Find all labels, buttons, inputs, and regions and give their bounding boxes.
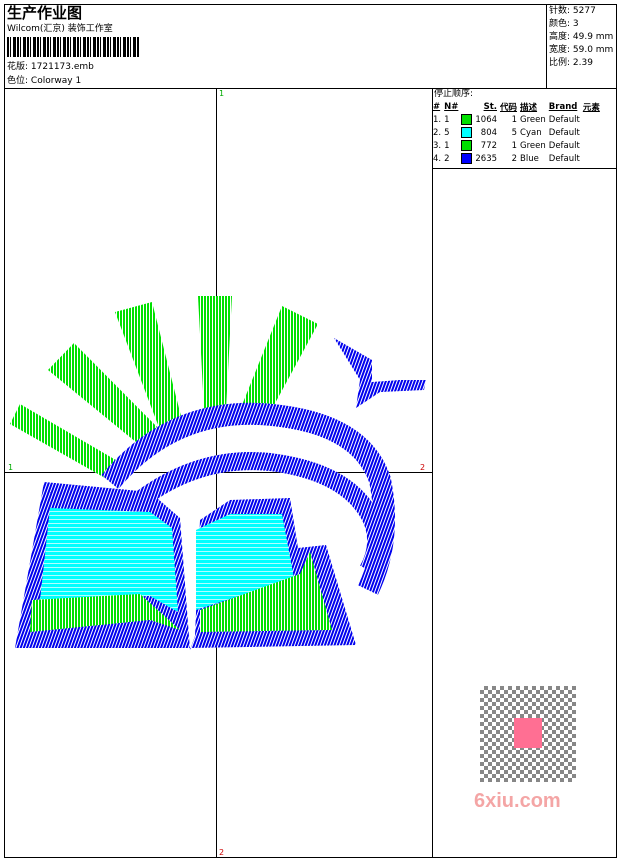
cell-seq: 3.: [433, 140, 442, 151]
left-page: [40, 508, 178, 612]
cell-code: 2: [511, 153, 518, 164]
cell-code: 5: [511, 127, 518, 138]
cell-swatch: [461, 152, 475, 165]
cell-swatch: [461, 126, 475, 139]
cell-stitches: 804: [480, 127, 498, 138]
cell-needle: 2: [444, 153, 450, 164]
color-count: 颜色: 3: [549, 19, 579, 29]
axis-label-bottom: 2: [219, 848, 225, 857]
col-desc: 描述: [520, 102, 538, 113]
col-element: 元素: [582, 102, 600, 113]
cell-brand: Default: [548, 153, 580, 164]
watermark-text: 6xiu.com: [474, 790, 561, 812]
divider: [546, 4, 547, 88]
col-seq: #: [433, 101, 441, 112]
divider: [432, 168, 617, 169]
ray: [240, 306, 318, 420]
col-brand: Brand: [548, 101, 578, 112]
ray: [10, 404, 126, 482]
ray: [48, 343, 168, 452]
cell-brand: Default: [548, 140, 580, 151]
cell-desc: Green: [520, 114, 546, 125]
cell-seq: 4.: [433, 153, 442, 164]
colorway: 色位: Colorway 1: [7, 75, 81, 87]
design-file-value: 1721173.emb: [30, 62, 94, 72]
ray: [115, 302, 182, 430]
cell-seq: 2.: [433, 127, 442, 138]
col-stitches: St.: [483, 101, 498, 112]
color-swatch: [461, 140, 473, 151]
axis-label-right: 2: [420, 463, 426, 472]
cell-brand: Default: [548, 114, 580, 125]
table-row: 3. 1 772 1 Green Default: [433, 139, 603, 152]
color-swatch: [461, 153, 473, 164]
cell-needle: 5: [444, 127, 450, 138]
design-label: 花版:: [7, 62, 29, 72]
cell-desc: Blue: [520, 153, 539, 164]
design-height: 高度: 49.9 mm: [549, 32, 614, 42]
inner-arc: [134, 452, 386, 575]
cell-desc: Cyan: [520, 127, 542, 138]
table-row: 2. 5 804 5 Cyan Default: [433, 126, 603, 139]
sun-rays: [10, 296, 318, 482]
cell-stitches: 772: [480, 140, 498, 151]
table-header: # N# St. 代码 描述 Brand 元素: [433, 100, 603, 113]
ray: [198, 296, 232, 410]
watermark-seal: [514, 718, 542, 748]
arcs: [101, 402, 395, 595]
col-needle: N#: [444, 101, 459, 112]
left-band: [30, 594, 180, 632]
cell-needle: 1: [444, 140, 450, 151]
cell-brand: Default: [548, 127, 580, 138]
color-swatch: [461, 114, 473, 125]
divider: [432, 88, 433, 858]
design-scale: 比例: 2.39: [549, 58, 593, 68]
table-row: 1. 1 1064 1 Green Default: [433, 113, 603, 126]
axis-label-left: 1: [8, 463, 14, 472]
design-file: 花版: 1721173.emb: [7, 61, 94, 73]
bird: [334, 338, 426, 408]
colorway-value: Colorway 1: [30, 76, 82, 86]
watermark: 6xiu.com: [470, 680, 586, 816]
book: [15, 482, 356, 650]
page-title: 生产作业图: [7, 4, 83, 22]
page-frame: [4, 4, 617, 858]
col-code: 代码: [500, 102, 518, 113]
stop-sequence-table: # N# St. 代码 描述 Brand 元素 1. 1 1064 1 Green Def…: [433, 100, 603, 165]
right-band: [200, 552, 332, 632]
cell-stitches: 1064: [475, 114, 498, 125]
table-row: 4. 2 2635 2 Blue Default: [433, 152, 603, 165]
cell-seq: 1.: [433, 114, 442, 125]
cell-desc: Green: [520, 140, 546, 151]
axis-label-top: 1: [219, 89, 225, 98]
color-swatch: [461, 127, 473, 138]
divider: [4, 88, 617, 89]
cell-stitches: 2635: [475, 153, 498, 164]
company-name: Wilcom(汇京) 装饰工作室: [7, 24, 113, 34]
stitch-count: 针数: 5277: [549, 6, 596, 16]
cell-swatch: [461, 139, 475, 152]
stop-sequence-title: 停止顺序:: [434, 89, 474, 99]
cell-needle: 1: [444, 114, 450, 125]
barcode: [7, 37, 140, 57]
design-width: 宽度: 59.0 mm: [549, 45, 614, 55]
cell-code: 1: [511, 114, 518, 125]
cell-code: 1: [511, 140, 518, 151]
colorway-label: 色位:: [7, 76, 29, 86]
cell-swatch: [461, 113, 475, 126]
